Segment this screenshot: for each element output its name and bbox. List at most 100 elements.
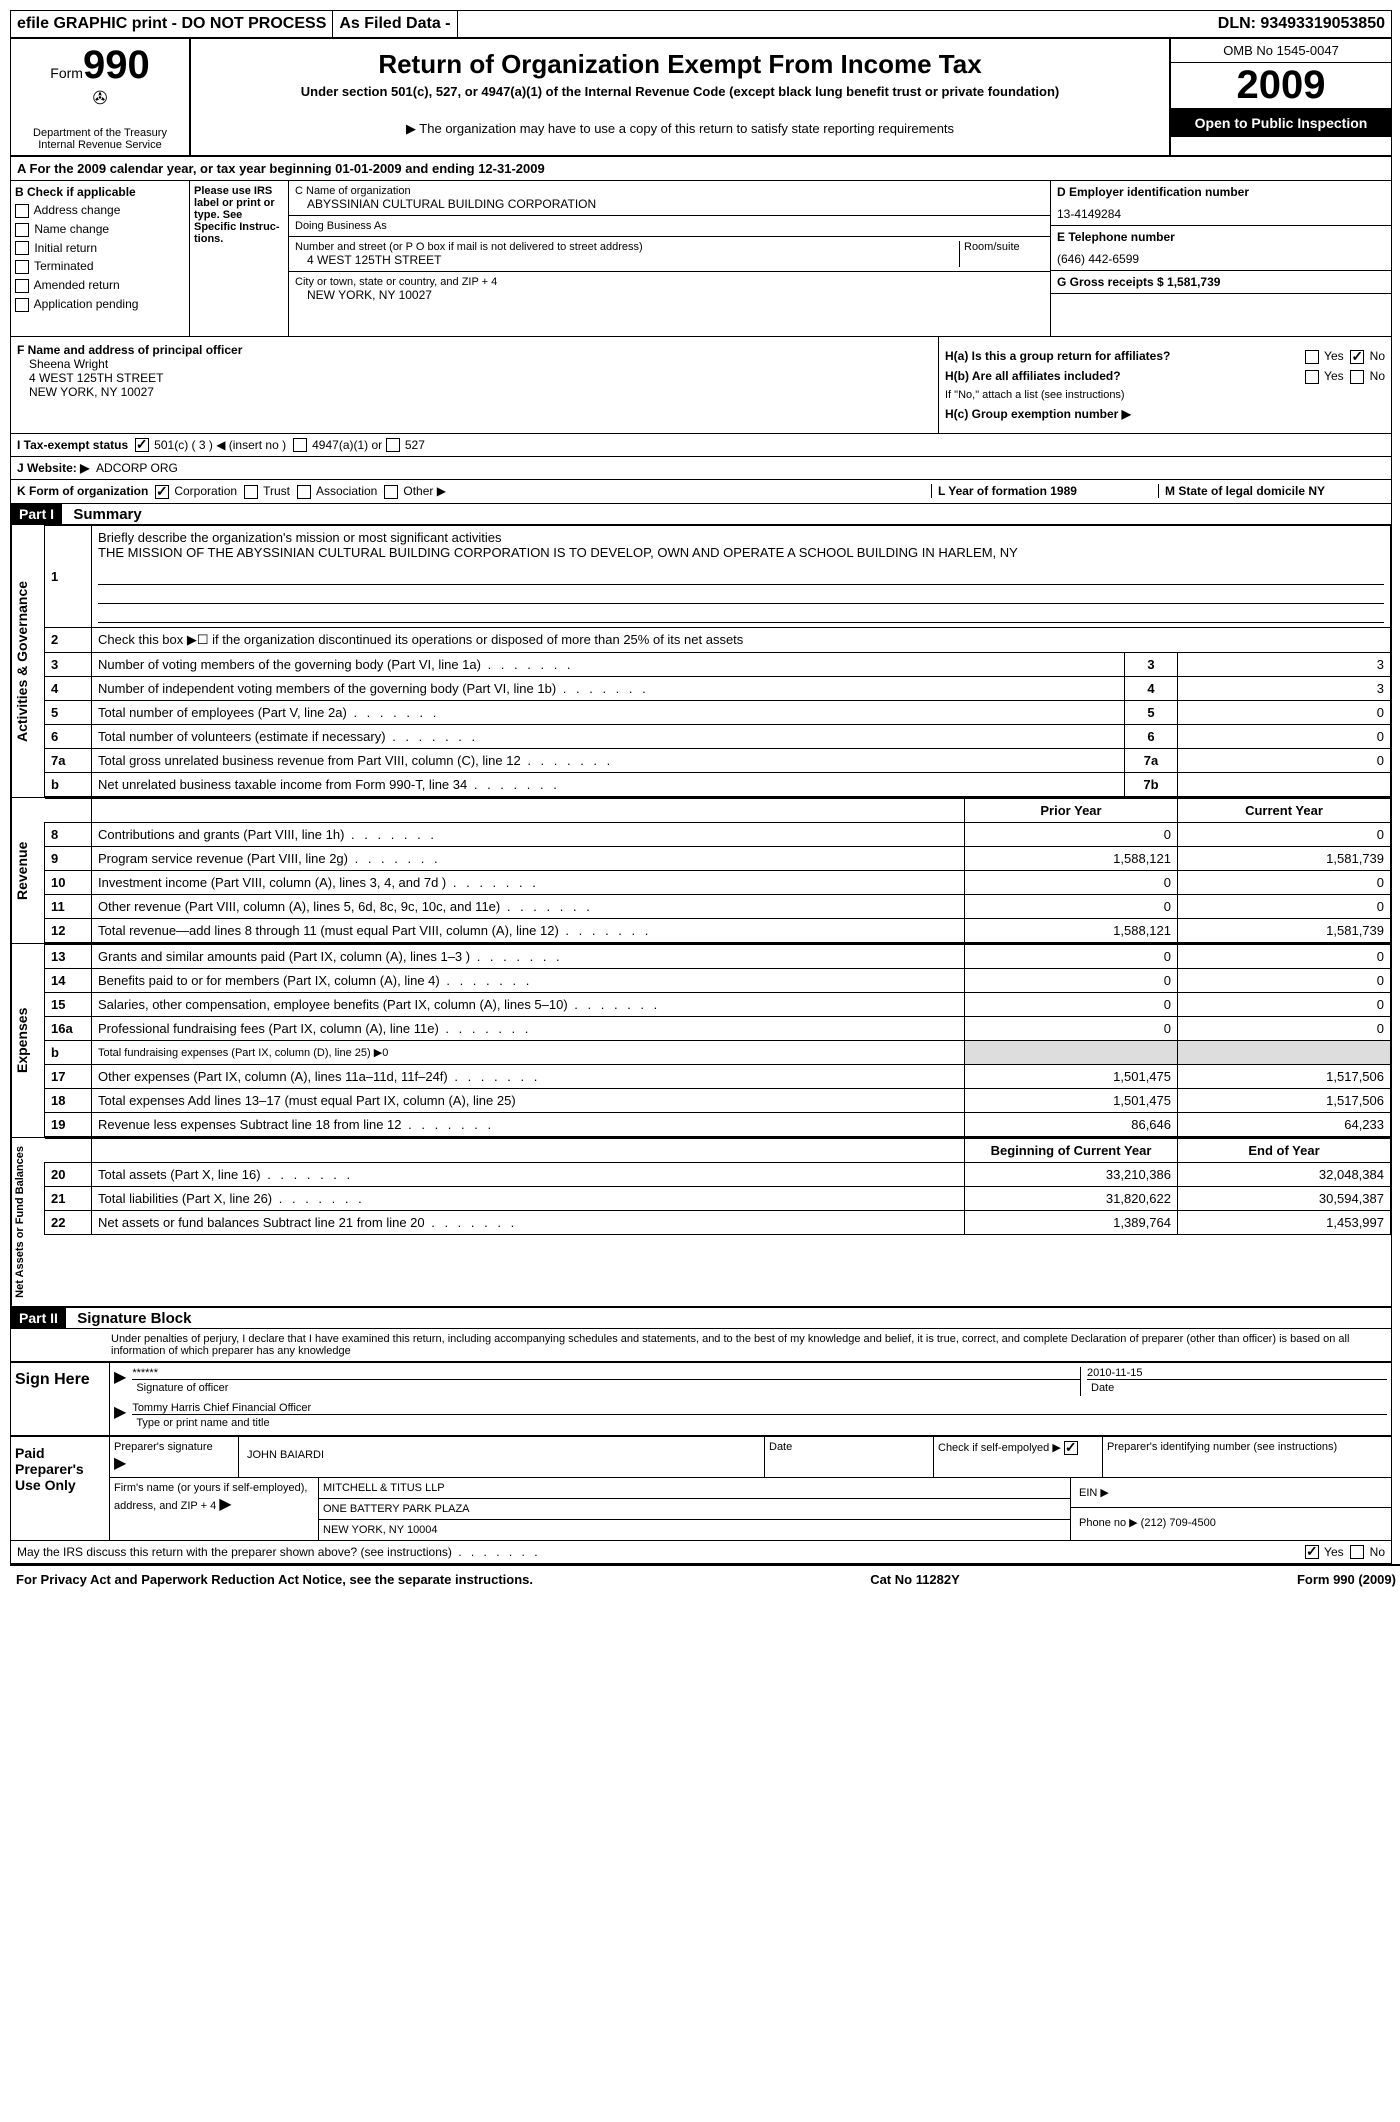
cb-hb-yes[interactable]: [1305, 370, 1319, 384]
g-gross: G Gross receipts $ 1,581,739: [1051, 271, 1391, 294]
part1-badge: Part I: [11, 504, 62, 524]
col-h: H(a) Is this a group return for affiliat…: [939, 337, 1391, 433]
org-name: ABYSSINIAN CULTURAL BUILDING CORPORATION: [307, 197, 1044, 211]
cb-discuss-no[interactable]: [1350, 1545, 1364, 1559]
d-label: D Employer identification number: [1057, 185, 1385, 199]
th-end: End of Year: [1178, 1138, 1391, 1162]
tax-year: 2009: [1171, 63, 1391, 109]
cb-initial-return[interactable]: [15, 241, 29, 255]
top-bar: efile GRAPHIC print - DO NOT PROCESS As …: [11, 11, 1391, 39]
sign-here-section: Sign Here ▶ ****** Signature of officer …: [11, 1361, 1391, 1435]
cb-ha-no[interactable]: [1350, 350, 1364, 364]
side-net: Net Assets or Fund Balances: [11, 1138, 44, 1306]
arrow-icon: ▶: [114, 1402, 126, 1431]
form-title: Return of Organization Exempt From Incom…: [197, 49, 1163, 80]
cb-amended[interactable]: [15, 279, 29, 293]
col-f-officer: F Name and address of principal officer …: [11, 337, 939, 433]
paid-preparer-section: Paid Preparer's Use Only Preparer's sign…: [11, 1435, 1391, 1540]
header-row: Form990 ✇ Department of the Treasury Int…: [11, 39, 1391, 157]
arrow-icon: ▶: [114, 1367, 126, 1396]
e-label: E Telephone number: [1057, 230, 1385, 244]
cb-ha-yes[interactable]: [1305, 350, 1319, 364]
cb-other[interactable]: [384, 485, 398, 499]
header-mid: Return of Organization Exempt From Incom…: [191, 39, 1171, 155]
cb-app-pending[interactable]: [15, 298, 29, 312]
j-label: J Website: ▶: [17, 461, 89, 475]
officer-city: NEW YORK, NY 10027: [29, 385, 932, 399]
row-fh: F Name and address of principal officer …: [11, 337, 1391, 434]
open-public-badge: Open to Public Inspection: [1171, 109, 1391, 137]
cb-4947[interactable]: [293, 438, 307, 452]
sig-stars: ******: [132, 1367, 1080, 1379]
firm-addr1: ONE BATTERY PARK PLAZA: [319, 1499, 1070, 1520]
city-value: NEW YORK, NY 10027: [307, 288, 1044, 302]
dba-label: Doing Business As: [295, 220, 387, 232]
cb-trust[interactable]: [244, 485, 258, 499]
efile-icon: ✇: [15, 88, 185, 109]
col-c: C Name of organization ABYSSINIAN CULTUR…: [289, 181, 1051, 336]
as-filed: As Filed Data -: [333, 11, 457, 37]
part2-badge: Part II: [11, 1308, 66, 1328]
cb-name-change[interactable]: [15, 223, 29, 237]
f-label: F Name and address of principal officer: [17, 343, 932, 357]
line2: Check this box ▶☐ if the organization di…: [92, 627, 1391, 652]
hb-label: H(b) Are all affiliates included?: [945, 369, 1121, 383]
state-note: ▶ The organization may have to use a cop…: [197, 121, 1163, 137]
firm-phone: Phone no ▶ (212) 709-4500: [1071, 1508, 1391, 1537]
prep-id-label: Preparer's identifying number (see instr…: [1102, 1437, 1391, 1477]
cb-self-employed[interactable]: [1064, 1441, 1078, 1455]
footer-right: Form 990 (2009): [1297, 1572, 1396, 1587]
dln: DLN: 93493319053850: [1212, 11, 1391, 37]
dept-treasury: Department of the Treasury: [15, 127, 185, 139]
cb-corp[interactable]: [155, 485, 169, 499]
th-beg: Beginning of Current Year: [965, 1138, 1178, 1162]
cb-hb-no[interactable]: [1350, 370, 1364, 384]
firm-addr2: NEW YORK, NY 10004: [319, 1520, 1070, 1540]
cb-501c[interactable]: [135, 438, 149, 452]
table-revenue: Prior YearCurrent Year 8Contributions an…: [44, 798, 1391, 943]
row-k: K Form of organization Corporation Trust…: [11, 480, 1391, 504]
section-revenue: Revenue Prior YearCurrent Year 8Contribu…: [11, 797, 1391, 943]
part1-title: Summary: [65, 504, 149, 525]
k-label: K Form of organization: [17, 484, 148, 498]
col-deg: D Employer identification number 13-4149…: [1051, 181, 1391, 336]
footer-mid: Cat No 11282Y: [870, 1572, 960, 1587]
table-net: Beginning of Current YearEnd of Year 20T…: [44, 1138, 1391, 1235]
cb-discuss-yes[interactable]: [1305, 1545, 1319, 1559]
i-label: I Tax-exempt status: [17, 438, 128, 452]
form-990-page: efile GRAPHIC print - DO NOT PROCESS As …: [10, 10, 1392, 1564]
side-activities: Activities & Governance: [11, 525, 44, 797]
header-left: Form990 ✇ Department of the Treasury Int…: [11, 39, 191, 155]
cb-assoc[interactable]: [297, 485, 311, 499]
may-discuss-row: May the IRS discuss this return with the…: [11, 1540, 1391, 1564]
line1-label: Briefly describe the organization's miss…: [98, 530, 501, 545]
room-suite: Room/suite: [959, 241, 1044, 267]
side-revenue: Revenue: [11, 798, 44, 943]
section-net-assets: Net Assets or Fund Balances Beginning of…: [11, 1137, 1391, 1306]
hb-note: If "No," attach a list (see instructions…: [945, 389, 1385, 401]
cb-terminated[interactable]: [15, 260, 29, 274]
side-expenses: Expenses: [11, 944, 44, 1137]
header-right: OMB No 1545-0047 2009 Open to Public Ins…: [1171, 39, 1391, 155]
may-discuss: May the IRS discuss this return with the…: [17, 1545, 541, 1559]
prep-date-label: Date: [764, 1437, 933, 1477]
form-number: Form990: [15, 43, 185, 88]
col-b-title: B Check if applicable: [15, 185, 185, 199]
l-year: L Year of formation 1989: [931, 484, 1158, 498]
efile-notice: efile GRAPHIC print - DO NOT PROCESS: [11, 11, 333, 37]
street-value: 4 WEST 125TH STREET: [307, 253, 959, 267]
line1-text: THE MISSION OF THE ABYSSINIAN CULTURAL B…: [98, 545, 1018, 560]
hc-label: H(c) Group exemption number ▶: [945, 407, 1385, 421]
firm-ein: EIN ▶: [1071, 1478, 1391, 1508]
th-current: Current Year: [1178, 798, 1391, 822]
cb-address-change[interactable]: [15, 204, 29, 218]
part1-header-row: Part I Summary: [11, 504, 1391, 525]
section-expenses: Expenses 13Grants and similar amounts pa…: [11, 943, 1391, 1137]
table-activities: 1 Briefly describe the organization's mi…: [44, 525, 1391, 797]
paid-preparer-label: Paid Preparer's Use Only: [11, 1437, 110, 1540]
form-subtitle: Under section 501(c), 527, or 4947(a)(1)…: [197, 84, 1163, 99]
row-j: J Website: ▶ ADCORP ORG: [11, 457, 1391, 480]
cb-527[interactable]: [386, 438, 400, 452]
part2-header-row: Part II Signature Block: [11, 1306, 1391, 1329]
website-value: ADCORP ORG: [96, 461, 178, 475]
